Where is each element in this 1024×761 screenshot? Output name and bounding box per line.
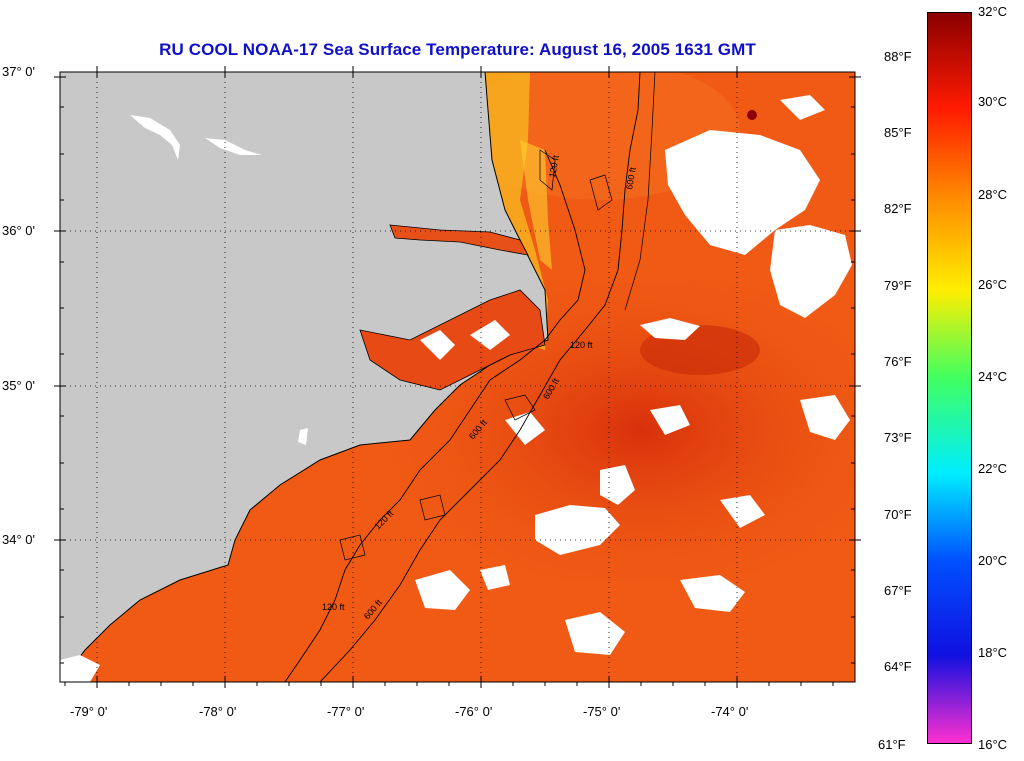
lon-label: -75° 0' bbox=[583, 704, 621, 719]
cloud-patch bbox=[480, 565, 510, 590]
colorbar-f-label: 70°F bbox=[884, 507, 912, 522]
colorbar-c-label: 22°C bbox=[978, 461, 1008, 476]
colorbar-c-label: 24°C bbox=[978, 369, 1008, 384]
colorbar-f-label: 67°F bbox=[884, 583, 912, 598]
lat-label: 35° 0' bbox=[2, 378, 35, 393]
cloud-patch bbox=[640, 318, 700, 340]
lon-label: -74° 0' bbox=[711, 704, 749, 719]
land-mass bbox=[60, 72, 549, 682]
cloud-patch bbox=[650, 405, 690, 435]
cloud-patch bbox=[415, 570, 470, 610]
colorbar-f-label: 88°F bbox=[884, 49, 912, 64]
colorbar-f-label: 82°F bbox=[884, 201, 912, 216]
colorbar-c-label: 20°C bbox=[978, 553, 1008, 568]
cloud-patch bbox=[770, 225, 852, 318]
contour-600ft bbox=[319, 72, 641, 682]
cloud-patch bbox=[665, 130, 820, 255]
map-title: RU COOL NOAA-17 Sea Surface Temperature:… bbox=[159, 40, 756, 59]
lon-label: -79° 0' bbox=[70, 704, 108, 719]
cloud-patch bbox=[600, 465, 635, 505]
lat-label: 34° 0' bbox=[2, 532, 35, 547]
colorbar-f-label: 73°F bbox=[884, 430, 912, 445]
cloud-patch bbox=[565, 612, 625, 655]
graticule bbox=[60, 72, 855, 682]
colorbar-c-label: 28°C bbox=[978, 187, 1008, 202]
contour-label: 120 ft bbox=[322, 602, 345, 612]
colorbar-c-label: 32°C bbox=[978, 4, 1008, 19]
cloud-patch bbox=[720, 495, 765, 528]
colorbar-f-label: 76°F bbox=[884, 354, 912, 369]
lon-label: -77° 0' bbox=[327, 704, 365, 719]
colorbar-c-label: 30°C bbox=[978, 94, 1008, 109]
colorbar-c-label: 26°C bbox=[978, 277, 1008, 292]
lat-label: 37° 0' bbox=[2, 64, 35, 79]
lon-label: -78° 0' bbox=[199, 704, 237, 719]
cloud-patch bbox=[800, 395, 850, 440]
colorbar-f-label: 79°F bbox=[884, 278, 912, 293]
cloud-patch bbox=[680, 575, 745, 612]
colorbar-c-label: 18°C bbox=[978, 645, 1008, 660]
colorbar-f-label: 85°F bbox=[884, 125, 912, 140]
lon-label: -76° 0' bbox=[455, 704, 493, 719]
pamlico-sound bbox=[359, 289, 546, 391]
cloud-patch bbox=[535, 505, 620, 555]
colorbar-c-label: 16°C bbox=[978, 737, 1008, 752]
contour-label: 120 ft bbox=[570, 340, 593, 350]
contour-label: 120 ft bbox=[547, 154, 561, 178]
colorbar-f-label: 61°F bbox=[878, 737, 906, 752]
map-frame bbox=[59, 71, 856, 683]
lat-label: 36° 0' bbox=[2, 223, 35, 238]
colorbar-f-label: 64°F bbox=[884, 659, 912, 674]
contour-label: 600 ft bbox=[624, 166, 638, 190]
contour-120ft bbox=[284, 149, 586, 682]
temperature-colorbar bbox=[927, 12, 972, 744]
